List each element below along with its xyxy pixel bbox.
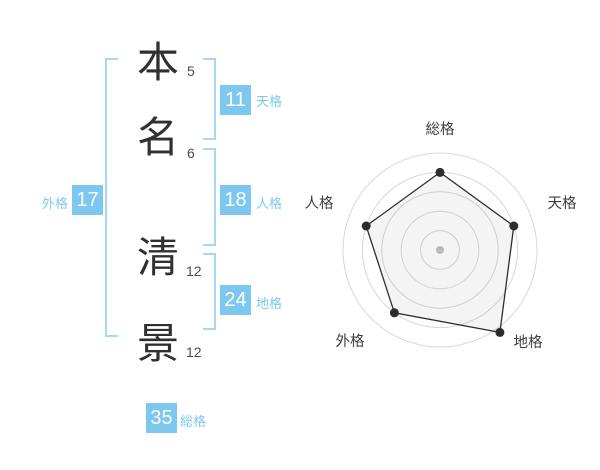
stroke-count-surname-2: 6 bbox=[187, 145, 195, 161]
radar-data-point bbox=[361, 221, 371, 231]
gaikaku-value-badge: 17 bbox=[72, 185, 103, 215]
radar-grid-ring bbox=[342, 152, 538, 348]
given-name-char-1: 清 bbox=[136, 234, 179, 281]
radar-data-point bbox=[509, 221, 519, 231]
stroke-count-given-name-1: 12 bbox=[186, 263, 202, 279]
surname-char-1: 本 bbox=[136, 39, 179, 86]
radar-grid-ring bbox=[381, 191, 499, 309]
tenkaku-value-badge: 11 bbox=[220, 85, 251, 115]
chikaku-value-badge: 24 bbox=[220, 285, 251, 315]
radar-data-point bbox=[435, 167, 445, 177]
jinkaku-bracket bbox=[203, 148, 216, 246]
radar-axis-label: 外格 bbox=[336, 333, 365, 350]
tenkaku-label: 天格 bbox=[256, 94, 283, 109]
radar-data-polygon bbox=[365, 171, 515, 334]
gaikaku-label: 外格 bbox=[41, 196, 68, 211]
radar-grid-ring bbox=[420, 230, 460, 270]
chikaku-bracket bbox=[203, 253, 216, 330]
stroke-count-given-name-2: 12 bbox=[186, 344, 202, 360]
radar-center-dot bbox=[436, 246, 444, 254]
chikaku-label: 地格 bbox=[256, 296, 283, 311]
radar-axis-label: 天格 bbox=[548, 195, 577, 212]
radar-axis-label: 地格 bbox=[514, 334, 543, 351]
radar-axis-label: 人格 bbox=[305, 195, 334, 212]
jinkaku-value-badge: 18 bbox=[220, 185, 251, 215]
gaikaku-bracket bbox=[105, 58, 118, 337]
tenkaku-bracket bbox=[203, 58, 216, 140]
radar-grid-ring bbox=[400, 210, 480, 290]
stroke-count-surname-1: 5 bbox=[187, 63, 195, 79]
name-analysis-panel: 本 名 清 景 5 6 12 12 11 天格 18 人格 24 地格 外格 1… bbox=[41, 39, 283, 433]
given-name-char-2: 景 bbox=[136, 320, 179, 367]
soukaku-value-badge: 35 bbox=[146, 403, 177, 433]
radar-data-point bbox=[495, 327, 505, 337]
jinkaku-label: 人格 bbox=[256, 196, 283, 211]
surname-char-2: 名 bbox=[136, 114, 179, 161]
radar-data-point bbox=[389, 308, 399, 318]
soukaku-label: 総格 bbox=[180, 414, 207, 429]
radar-axis-label: 総格 bbox=[426, 121, 455, 138]
